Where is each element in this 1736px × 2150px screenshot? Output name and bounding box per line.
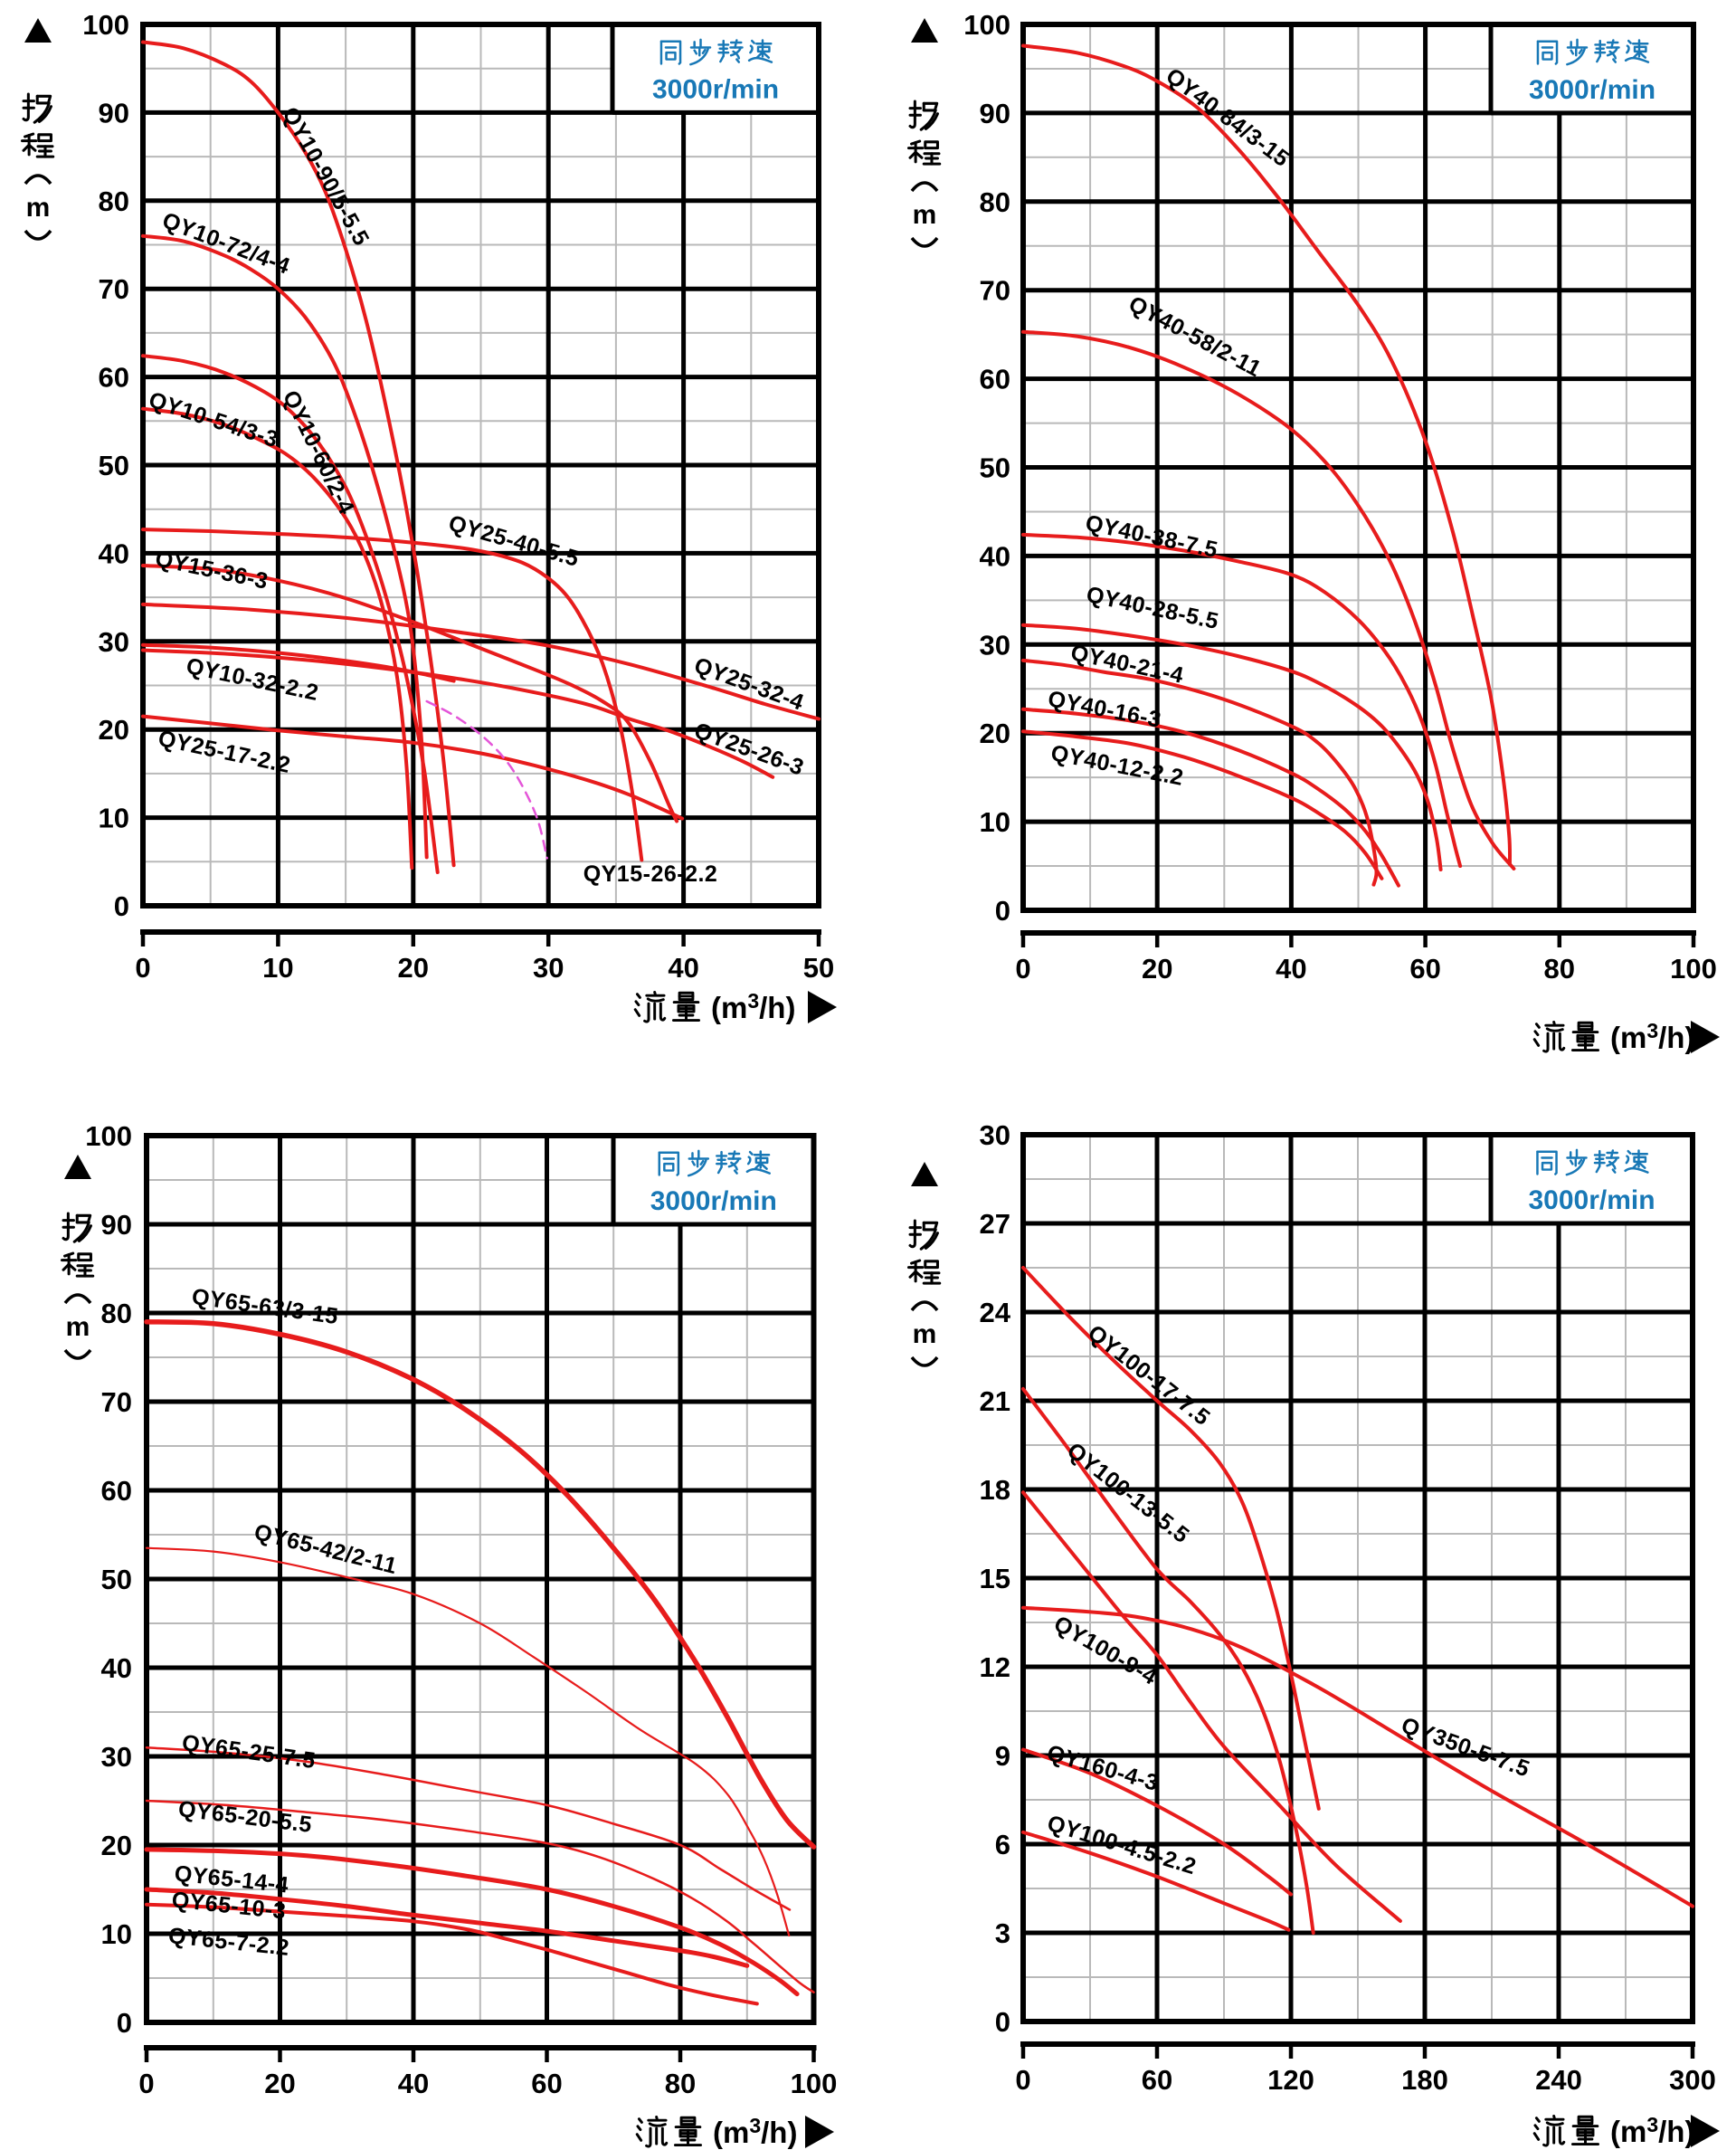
svg-text:70: 70 <box>99 273 129 305</box>
svg-text:50: 50 <box>980 452 1010 484</box>
svg-text:9: 9 <box>995 1740 1010 1772</box>
svg-text:10: 10 <box>262 952 293 984</box>
svg-text:60: 60 <box>101 1475 132 1507</box>
svg-text:QY15-26-2.2: QY15-26-2.2 <box>583 861 718 887</box>
svg-text:80: 80 <box>665 2068 696 2099</box>
svg-text:60: 60 <box>1142 2064 1172 2096</box>
svg-text:80: 80 <box>101 1298 132 1329</box>
svg-text:40: 40 <box>980 540 1010 572</box>
svg-text:0: 0 <box>995 895 1010 927</box>
svg-text:20: 20 <box>101 1830 132 1861</box>
svg-text:240: 240 <box>1535 2064 1582 2096</box>
svg-text:0: 0 <box>117 2007 132 2039</box>
svg-text:0: 0 <box>995 2006 1010 2038</box>
svg-text:30: 30 <box>980 629 1010 661</box>
svg-text:20: 20 <box>398 952 429 984</box>
svg-text:10: 10 <box>101 1918 132 1950</box>
svg-text:18: 18 <box>980 1474 1010 1506</box>
svg-text:80: 80 <box>1544 953 1575 985</box>
svg-text:20: 20 <box>980 718 1010 749</box>
svg-text:50: 50 <box>803 952 834 984</box>
svg-text:180: 180 <box>1401 2064 1448 2096</box>
svg-text:21: 21 <box>980 1385 1010 1417</box>
svg-text:3000r/min: 3000r/min <box>650 1186 777 1216</box>
svg-text:50: 50 <box>101 1564 132 1595</box>
svg-text:10: 10 <box>99 803 129 834</box>
svg-text:60: 60 <box>980 364 1010 395</box>
svg-text:100: 100 <box>963 9 1010 41</box>
svg-text:20: 20 <box>1142 953 1172 985</box>
svg-text:90: 90 <box>101 1209 132 1241</box>
svg-text:30: 30 <box>101 1741 132 1773</box>
svg-text:m: m <box>66 1312 90 1342</box>
svg-text:m: m <box>26 193 51 223</box>
svg-text:12: 12 <box>980 1651 1010 1683</box>
svg-text:100: 100 <box>82 9 129 41</box>
svg-text:30: 30 <box>99 626 129 658</box>
svg-text:24: 24 <box>980 1297 1011 1328</box>
svg-text:0: 0 <box>138 2068 154 2099</box>
svg-text:40: 40 <box>101 1652 132 1684</box>
svg-text:3: 3 <box>995 1917 1010 1949</box>
svg-text:3000r/min: 3000r/min <box>1528 1185 1655 1215</box>
svg-text:40: 40 <box>99 538 129 569</box>
svg-text:30: 30 <box>533 952 564 984</box>
svg-text:80: 80 <box>99 186 129 217</box>
svg-text:70: 70 <box>980 275 1010 307</box>
svg-text:40: 40 <box>668 952 698 984</box>
svg-text:0: 0 <box>1015 953 1030 985</box>
svg-text:0: 0 <box>1015 2064 1030 2096</box>
svg-text:m: m <box>913 200 937 230</box>
svg-text:m: m <box>913 1319 937 1349</box>
svg-text:3000r/min: 3000r/min <box>1529 75 1655 105</box>
svg-text:60: 60 <box>99 362 129 394</box>
svg-text:3000r/min: 3000r/min <box>652 74 779 104</box>
svg-text:(m3/h): (m3/h) <box>713 2114 797 2149</box>
svg-text:90: 90 <box>980 98 1010 129</box>
svg-text:60: 60 <box>531 2068 562 2099</box>
svg-text:120: 120 <box>1267 2064 1314 2096</box>
svg-text:90: 90 <box>99 97 129 128</box>
svg-text:6: 6 <box>995 1829 1010 1860</box>
svg-text:80: 80 <box>980 186 1010 218</box>
svg-text:300: 300 <box>1669 2064 1716 2096</box>
svg-text:20: 20 <box>99 714 129 746</box>
svg-text:100: 100 <box>1670 953 1717 985</box>
svg-text:50: 50 <box>99 450 129 481</box>
svg-text:100: 100 <box>85 1120 132 1152</box>
svg-text:0: 0 <box>135 952 150 984</box>
svg-text:40: 40 <box>398 2068 429 2099</box>
svg-text:60: 60 <box>1409 953 1440 985</box>
svg-text:30: 30 <box>980 1119 1010 1151</box>
svg-text:70: 70 <box>101 1386 132 1418</box>
svg-text:20: 20 <box>264 2068 295 2099</box>
svg-text:100: 100 <box>791 2068 838 2099</box>
svg-text:10: 10 <box>980 806 1010 838</box>
svg-text:0: 0 <box>114 890 129 922</box>
svg-text:15: 15 <box>980 1563 1010 1594</box>
svg-text:27: 27 <box>980 1208 1010 1240</box>
svg-text:40: 40 <box>1276 953 1306 985</box>
